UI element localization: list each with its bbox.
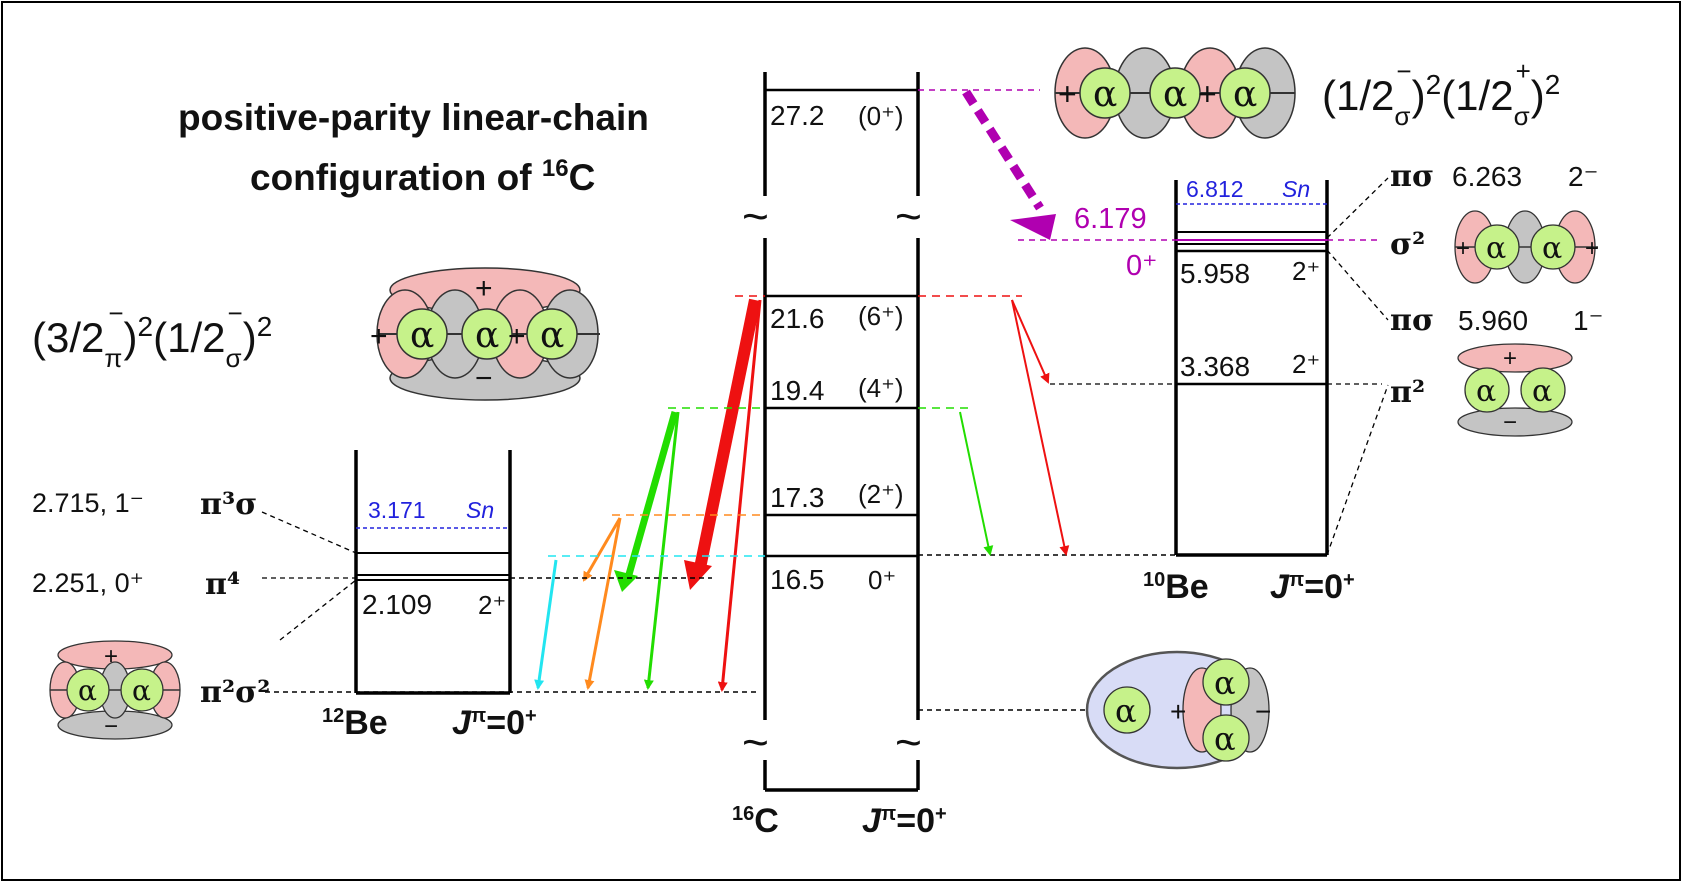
be10-side-config: σ² bbox=[1390, 227, 1425, 262]
green-transition-arrow bbox=[959, 411, 994, 556]
be10-level-energy: 5.958 bbox=[1180, 258, 1250, 289]
svg-text:α: α bbox=[1214, 664, 1236, 702]
svg-text:−: − bbox=[104, 713, 118, 740]
be12-cluster-icon: α α + − bbox=[49, 640, 181, 740]
be10-sigma2-cluster-icon: α α + + bbox=[1454, 210, 1599, 284]
be10-pi2-cluster-icon: α α + − bbox=[1457, 343, 1573, 437]
be10-side-energy: 5.960 bbox=[1458, 305, 1528, 336]
c16-ground-cluster-icon: α α α + − bbox=[1085, 650, 1271, 770]
svg-text:−: − bbox=[1255, 696, 1271, 727]
be10-side-spin: 2⁻ bbox=[1568, 161, 1598, 192]
c16-level-spin: (6⁺) bbox=[858, 301, 904, 331]
be10-side-spin: 1⁻ bbox=[1573, 305, 1603, 336]
svg-text:α: α bbox=[410, 315, 434, 356]
svg-text:+: + bbox=[1585, 235, 1599, 262]
be12-side-state-label: 2.251, 0⁺ bbox=[32, 568, 144, 598]
c16-break-right-top: ~ bbox=[895, 190, 922, 242]
green-transition-arrow bbox=[643, 411, 680, 690]
svg-text:+: + bbox=[1503, 345, 1517, 372]
be12-side-state-config: π²σ² bbox=[200, 675, 270, 710]
svg-text:α: α bbox=[132, 674, 151, 707]
c16-level-spin: (2⁺) bbox=[858, 479, 904, 509]
svg-text:α: α bbox=[1115, 692, 1137, 730]
be10-level-spin: 2⁺ bbox=[1292, 256, 1320, 286]
be12-scheme: 3.171 Sn 2.109 2⁺ 12Be Jπ=0+ 2.715, 1⁻ π… bbox=[32, 450, 760, 742]
svg-text:α: α bbox=[1476, 374, 1496, 409]
transitions bbox=[510, 89, 1070, 692]
title-line1: positive-parity linear-chain bbox=[178, 97, 649, 138]
svg-text:α: α bbox=[1486, 231, 1506, 266]
be10-level-energy: 3.368 bbox=[1180, 351, 1250, 382]
svg-text:α: α bbox=[540, 315, 564, 356]
svg-text:+: + bbox=[1058, 76, 1077, 112]
svg-text:α: α bbox=[1542, 231, 1562, 266]
be10-sn-label: Sn bbox=[1282, 176, 1310, 202]
be12-nucleus-label: 12Be bbox=[322, 704, 388, 742]
svg-text:−: − bbox=[475, 362, 493, 395]
c16-break-left-top: ~ bbox=[742, 190, 769, 242]
c16-level-energy: 16.5 bbox=[770, 564, 825, 595]
c16-scheme: ~ ~ ~ ~ 27.2 (0⁺) 21.6 (6⁺) 19.4 (4⁺) 17… bbox=[732, 72, 947, 840]
svg-text:α: α bbox=[1532, 374, 1552, 409]
be10-nucleus-label: 10Be bbox=[1143, 568, 1209, 606]
svg-text:−: − bbox=[1503, 409, 1517, 436]
orange-transition-arrow bbox=[582, 517, 622, 582]
svg-text:+: + bbox=[104, 643, 118, 670]
orange-transition-arrow bbox=[584, 517, 622, 690]
ring-cluster-icon: α α α + + + − bbox=[370, 267, 600, 401]
be12-side-state-config: π⁴ bbox=[205, 567, 240, 602]
svg-text:α: α bbox=[1214, 720, 1236, 758]
be10-side-config: πσ bbox=[1390, 159, 1434, 194]
c16-break-left-bottom: ~ bbox=[742, 716, 769, 768]
svg-text:+: + bbox=[1170, 696, 1186, 727]
red-transition-arrow bbox=[717, 299, 762, 692]
svg-text:α: α bbox=[1233, 74, 1257, 115]
svg-text:+: + bbox=[1198, 76, 1217, 112]
be10-scheme: 6.812 Sn 5.958 2⁺ 3.368 2⁺ 6.179 0⁺ 10Be… bbox=[918, 159, 1603, 711]
linear-chain-cluster-icon: α α α + + bbox=[1054, 47, 1296, 139]
c16-level-spin: (4⁺) bbox=[858, 373, 904, 403]
be10-level-spin: 2⁺ bbox=[1292, 349, 1320, 379]
c16-level-spin: 0⁺ bbox=[868, 565, 896, 595]
c16-level-energy: 21.6 bbox=[770, 303, 825, 334]
svg-text:+: + bbox=[508, 320, 526, 353]
title-line2: configuration of 16C bbox=[250, 155, 595, 198]
be12-sn-value: 3.171 bbox=[368, 497, 426, 523]
be10-target-energy: 6.179 bbox=[1074, 203, 1147, 235]
be10-side-config: π² bbox=[1390, 375, 1425, 410]
c16-nucleus-label: 16C bbox=[732, 802, 779, 840]
magenta-transition-arrow bbox=[962, 89, 1044, 211]
be10-jpi-label: Jπ=0+ bbox=[1270, 568, 1355, 606]
svg-text:α: α bbox=[1163, 74, 1187, 115]
c16-level-energy: 19.4 bbox=[770, 375, 825, 406]
be12-side-state-label: 2.715, 1⁻ bbox=[32, 488, 144, 518]
be12-sn-label: Sn bbox=[466, 497, 494, 523]
c16-level-energy: 17.3 bbox=[770, 482, 825, 513]
be10-target-spin: 0⁺ bbox=[1126, 250, 1157, 282]
be12-side-state-config: π³σ bbox=[200, 487, 257, 522]
svg-text:α: α bbox=[475, 315, 499, 356]
cyan-transition-arrow bbox=[534, 559, 558, 690]
c16-jpi-label: Jπ=0+ bbox=[862, 802, 947, 840]
svg-text:+: + bbox=[475, 272, 493, 305]
red-transition-arrow bbox=[1011, 299, 1050, 384]
be10-side-energy: 6.263 bbox=[1452, 161, 1522, 192]
svg-text:α: α bbox=[1093, 74, 1117, 115]
c16-break-right-bottom: ~ bbox=[895, 716, 922, 768]
red-transition-arrow bbox=[1011, 299, 1070, 556]
c16-level-energy: 27.2 bbox=[770, 100, 825, 131]
svg-text:+: + bbox=[1456, 235, 1470, 262]
be10-sn-value: 6.812 bbox=[1186, 176, 1244, 202]
be12-level-spin: 2⁺ bbox=[478, 590, 506, 620]
be12-level-energy: 2.109 bbox=[362, 589, 432, 620]
green-transition-arrow-thick bbox=[624, 411, 679, 579]
be12-jpi-label: Jπ=0+ bbox=[452, 704, 537, 742]
svg-text:α: α bbox=[78, 674, 97, 707]
svg-text:+: + bbox=[370, 320, 388, 353]
c16-level-spin: (0⁺) bbox=[858, 101, 904, 131]
red-transition-arrow-thick bbox=[694, 298, 761, 570]
be10-side-config: πσ bbox=[1390, 303, 1434, 338]
